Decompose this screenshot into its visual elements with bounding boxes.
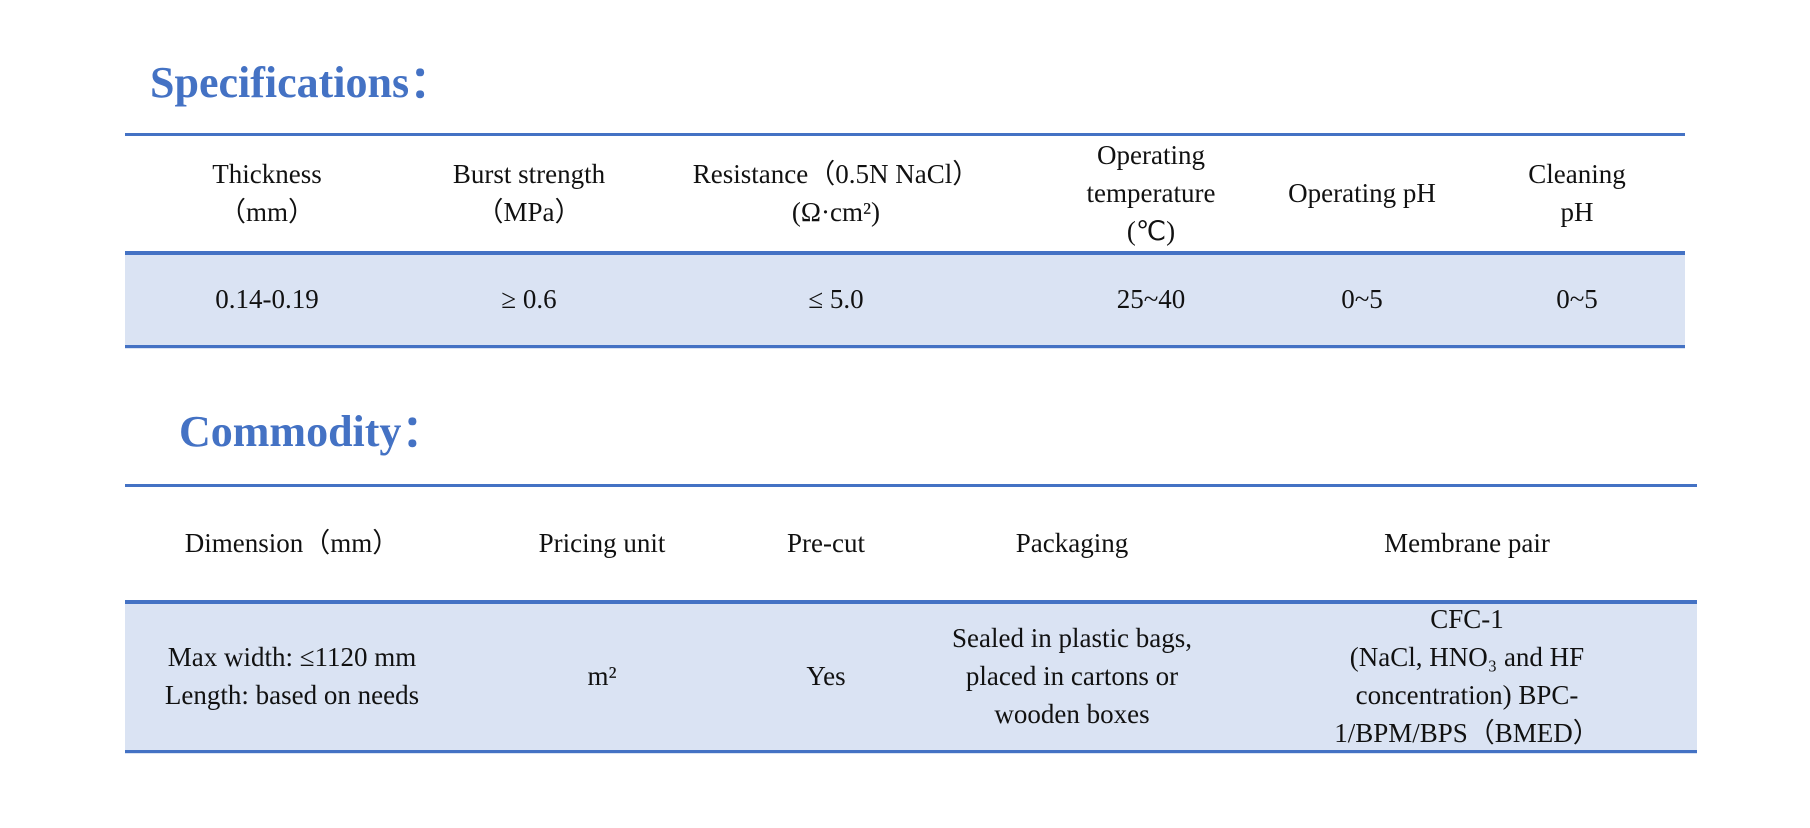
cell-text: temperature <box>1086 178 1216 208</box>
cell-text: Pre-cut <box>787 528 865 558</box>
cell-text: 0~5 <box>1556 284 1598 314</box>
data-cell: 0~5 <box>1341 280 1383 318</box>
header-cell: Operating pH <box>1288 174 1436 212</box>
cell-text: Sealed in plastic bags, <box>952 623 1192 653</box>
cell-text: Operating pH <box>1288 178 1436 208</box>
cell-text: (NaCl, HNO₃ and HF <box>1349 642 1585 672</box>
data-row-background <box>125 252 1685 349</box>
table-rule <box>125 484 1697 487</box>
cell-text: (Ω·cm²) <box>791 197 881 227</box>
table-rule <box>125 133 1685 136</box>
data-cell: ≤ 5.0 <box>808 280 863 318</box>
cell-text: Operating <box>1097 140 1205 170</box>
data-cell: 25~40 <box>1117 280 1186 318</box>
cell-text: 25~40 <box>1116 284 1186 314</box>
cell-text: 0.14-0.19 <box>215 284 319 314</box>
cell-text: m² <box>587 661 617 691</box>
cell-text: pH <box>1560 197 1594 227</box>
data-cell: m² <box>587 657 616 695</box>
table-rule <box>125 600 1697 603</box>
table-rule <box>125 750 1697 753</box>
cell-text: Yes <box>806 661 846 691</box>
cell-text: CFC-1 <box>1430 604 1504 634</box>
header-cell: Resistance（0.5N NaCl） (Ω·cm²) <box>693 155 979 231</box>
header-cell: Operating temperature (℃) <box>1087 136 1216 250</box>
data-cell: Yes <box>806 657 845 695</box>
data-cell: 0~5 <box>1556 280 1598 318</box>
table-rule <box>125 345 1685 348</box>
section-title: Specifications： <box>150 58 454 107</box>
header-cell: Burst strength （MPa） <box>453 155 605 231</box>
cell-text: Burst strength <box>452 159 606 189</box>
data-cell: ≥ 0.6 <box>501 280 556 318</box>
cell-text: Dimension（mm） <box>184 528 400 558</box>
header-cell: Dimension（mm） <box>185 524 400 562</box>
cell-text: 0~5 <box>1341 284 1383 314</box>
cell-text: Thickness <box>212 159 322 189</box>
cell-text: （mm） <box>218 197 316 227</box>
cell-text: ≤ 5.0 <box>808 284 864 314</box>
cell-text: Length: based on needs <box>164 680 420 710</box>
data-cell: CFC-1 (NaCl, HNO₃ and HF concentration) BP… <box>1334 600 1600 752</box>
header-cell: Pricing unit <box>539 524 666 562</box>
cell-text: Cleaning <box>1528 159 1626 189</box>
cell-text: wooden boxes <box>994 699 1150 729</box>
cell-text: Resistance（0.5N NaCl） <box>692 159 980 189</box>
data-cell: 0.14-0.19 <box>215 280 319 318</box>
data-row-background <box>125 601 1697 754</box>
cell-text: (℃) <box>1126 216 1176 246</box>
cell-text: Packaging <box>1015 528 1129 558</box>
header-cell: Pre-cut <box>787 524 865 562</box>
data-cell: Sealed in plastic bags, placed in cartons… <box>952 619 1192 733</box>
cell-text: Max width: ≤1120 mm <box>167 642 417 672</box>
table-rule <box>125 251 1685 254</box>
cell-text: concentration) BPC- <box>1355 680 1579 710</box>
header-cell: Membrane pair <box>1384 524 1550 562</box>
header-cell: Packaging <box>1016 524 1128 562</box>
cell-text: Pricing unit <box>538 528 666 558</box>
cell-text: 1/BPM/BPS（BMED） <box>1334 718 1600 748</box>
data-cell: Max width: ≤1120 mm Length: based on need… <box>165 638 419 714</box>
section-title: Commodity： <box>179 407 446 456</box>
cell-text: placed in cartons or <box>965 661 1179 691</box>
cell-text: ≥ 0.6 <box>501 284 557 314</box>
header-cell: Thickness （mm） <box>212 155 321 231</box>
header-cell: Cleaning pH <box>1528 155 1625 231</box>
cell-text: Membrane pair <box>1384 528 1550 558</box>
cell-text: （MPa） <box>476 197 582 227</box>
